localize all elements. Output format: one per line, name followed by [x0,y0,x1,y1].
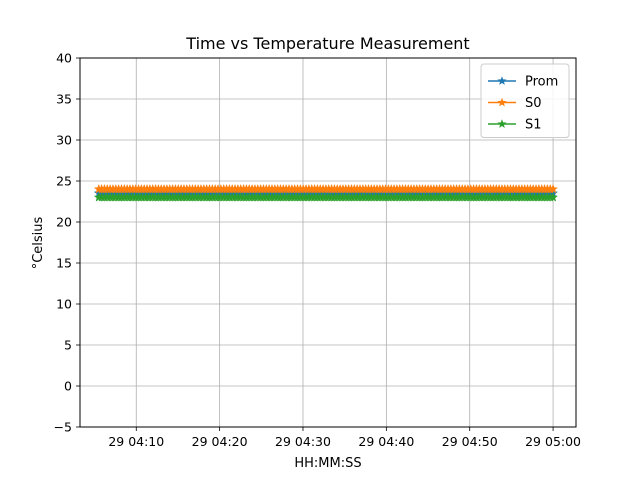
x-tick-label: 29 04:30 [275,434,331,449]
y-tick-label: 25 [56,174,72,189]
y-tick-label: −5 [54,420,72,435]
y-tick-label: 0 [64,379,72,394]
x-tick-label: 29 05:00 [525,434,581,449]
chart-title: Time vs Temperature Measurement [185,34,469,53]
plot-frame [79,57,577,428]
data-point [548,192,559,202]
y-axis-label: °Celsius [31,216,46,269]
x-tick-label: 29 04:10 [108,434,164,449]
x-tick-label: 29 04:20 [192,434,248,449]
y-tick-label: 35 [56,92,72,107]
legend-marker [497,119,507,128]
y-axis: −5 0 5 10 15 20 25 30 35 40 [54,51,80,435]
x-tick-label: 29 04:40 [358,434,414,449]
data-point [548,183,559,194]
legend-label: S0 [525,96,542,111]
x-axis: 29 04:10 29 04:20 29 04:30 29 04:40 29 04:50… [108,427,581,449]
series-s1 [93,192,559,202]
legend-label: S1 [525,118,542,133]
legend-entry: S0 [488,96,542,111]
legend-marker [497,76,507,85]
y-tick-label: 15 [56,256,72,271]
legend-marker [497,97,507,107]
y-tick-label: 10 [56,297,72,312]
x-tick-label: 29 04:50 [442,434,498,449]
y-tick-label: 40 [56,51,72,66]
plot-series [93,183,559,202]
x-axis-label: HH:MM:SS [294,456,361,471]
y-tick-label: 20 [56,215,72,230]
legend-entry: S1 [488,118,542,133]
y-tick-label: 30 [56,133,72,148]
y-tick-label: 5 [64,338,72,353]
legend-entry: Prom [488,75,558,90]
series-s0 [93,183,559,194]
legend: Prom S0 S1 [480,63,570,138]
legend-label: Prom [525,75,558,90]
